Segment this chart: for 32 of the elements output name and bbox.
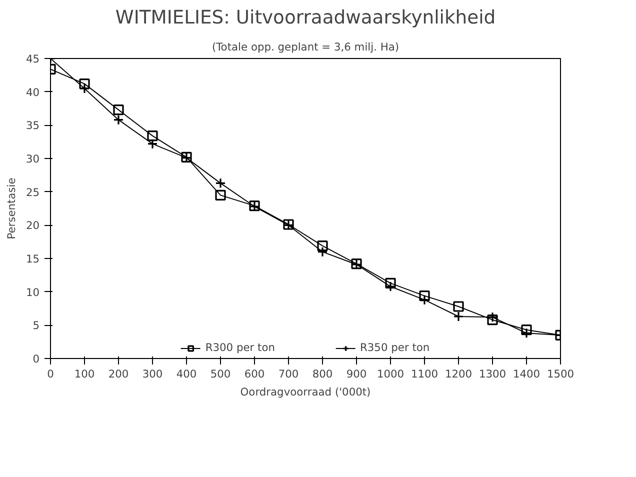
y-tick-label: 0 xyxy=(32,352,40,366)
y-tick-label: 20 xyxy=(26,219,40,232)
x-tick-label: 1500 xyxy=(546,368,574,380)
x-axis-title: Oordragvoorraad ('000t) xyxy=(240,386,371,398)
x-tick-label: 1000 xyxy=(376,368,404,380)
x-tick-label: 300 xyxy=(142,368,163,380)
chart-subtitle: (Totale opp. geplant = 3,6 milj. Ha) xyxy=(212,40,400,54)
x-tick-label: 0 xyxy=(47,368,54,380)
legend-label: R300 per ton xyxy=(205,341,275,354)
x-tick-label: 500 xyxy=(210,368,231,380)
y-tick-label: 10 xyxy=(26,286,40,299)
y-tick-label: 45 xyxy=(26,52,40,66)
x-tick-label: 1300 xyxy=(478,368,506,380)
x-tick-label: 100 xyxy=(74,368,95,380)
x-tick-label: 200 xyxy=(108,368,129,380)
x-tick-label: 900 xyxy=(346,368,367,380)
y-axis-title: Persentasie xyxy=(4,178,18,240)
x-tick-label: 1400 xyxy=(512,368,540,380)
y-tick-label: 25 xyxy=(26,186,40,199)
x-tick-label: 400 xyxy=(176,368,197,380)
y-tick-label: 15 xyxy=(26,252,40,266)
x-tick-label: 1200 xyxy=(444,368,472,380)
y-tick-label: 30 xyxy=(26,152,40,166)
y-tick-label: 35 xyxy=(26,119,40,132)
x-tick-label: 700 xyxy=(278,368,299,380)
y-tick-label: 5 xyxy=(32,319,40,332)
x-tick-label: 1100 xyxy=(410,368,438,380)
x-tick-label: 800 xyxy=(312,368,333,380)
x-tick-label: 600 xyxy=(244,368,265,380)
legend-label: R350 per ton xyxy=(360,341,430,354)
chart-title: WITMIELIES: Uitvoorraadwaarskynlikheid xyxy=(115,8,496,28)
y-tick-label: 40 xyxy=(26,86,40,99)
